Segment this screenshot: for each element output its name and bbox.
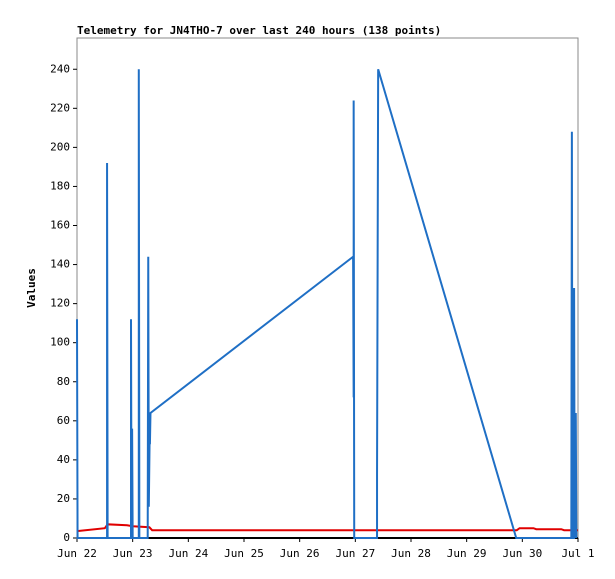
y-tick-label: 220 [50, 101, 70, 114]
y-tick-label: 0 [63, 531, 70, 544]
y-tick-label: 100 [50, 336, 70, 349]
y-tick-label: 40 [57, 453, 70, 466]
plot-frame [76, 37, 579, 539]
y-tick-label: 80 [57, 375, 70, 388]
x-tick-label: Jun 29 [447, 547, 487, 560]
y-axis-label: Values [25, 268, 38, 308]
x-tick-label: Jun 24 [168, 547, 208, 560]
x-tick-label: Jun 26 [280, 547, 320, 560]
y-tick-label: 120 [50, 297, 70, 310]
y-tick-label: 60 [57, 414, 70, 427]
x-tick-label: Jun 22 [57, 547, 97, 560]
data-line [76, 68, 578, 539]
x-tick-label: Jun 27 [335, 547, 375, 560]
x-tick-label: Jun 25 [224, 547, 264, 560]
y-tick-label: 160 [50, 219, 70, 232]
x-tick-label: Jun 28 [391, 547, 431, 560]
chart-title: Telemetry for JN4THO-7 over last 240 hou… [77, 24, 441, 37]
x-tick-label: Jun 23 [113, 547, 153, 560]
y-tick-label: 180 [50, 179, 70, 192]
y-tick-label: 200 [50, 140, 70, 153]
y-tick-label: 240 [50, 62, 70, 75]
y-tick-label: 140 [50, 258, 70, 271]
data-line [76, 523, 578, 533]
x-tick-label: Jul 1 [561, 547, 594, 560]
x-tick-label: Jun 30 [502, 547, 542, 560]
y-tick-label: 20 [57, 492, 70, 505]
